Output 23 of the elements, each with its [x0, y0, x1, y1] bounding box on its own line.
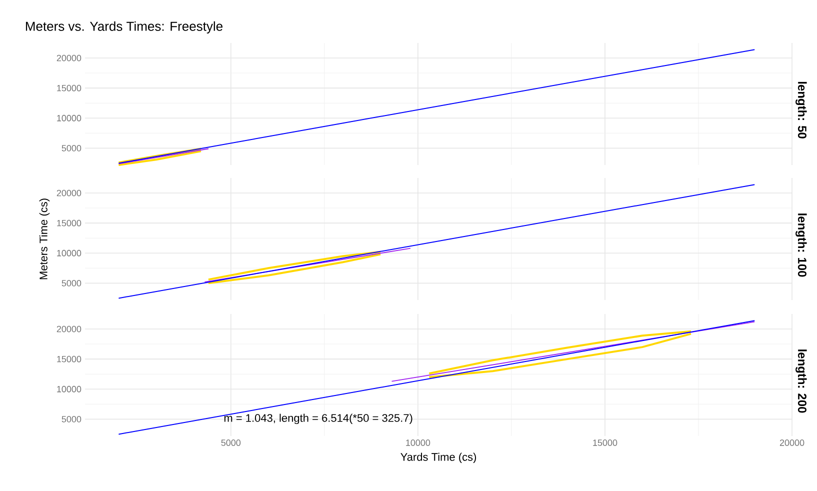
x-tick-label: 15000 — [593, 440, 618, 446]
text: length: 100 — [796, 214, 807, 277]
y-tick-label: 10000 — [57, 114, 82, 122]
text: length: 200 — [796, 350, 807, 413]
text: length: 50 — [796, 82, 807, 138]
x-tick-label: 10000 — [406, 440, 430, 446]
y-tick-label: 15000 — [57, 356, 82, 362]
y-tick-label: 20000 — [56, 326, 82, 332]
y-tick-label: 15000 — [57, 84, 82, 92]
y-tick-label: 20000 — [56, 190, 82, 196]
chart-title: Meters vs. Yards Times: Freestyle — [26, 21, 222, 34]
annotation: m = 1.043, length = 6.514(*50 = 325.7) — [224, 414, 412, 424]
x-axis-title: Yards Time (cs) — [400, 452, 476, 464]
x-tick-label: 20000 — [780, 440, 804, 446]
y-tick-label: 5000 — [62, 280, 82, 286]
y-tick-label: 10000 — [57, 250, 82, 256]
y-tick-label: 10000 — [57, 386, 82, 392]
x-tick-label: 5000 — [221, 440, 241, 446]
y-tick-label: 15000 — [57, 220, 82, 226]
y-tick-label: 20000 — [56, 54, 82, 62]
y-axis-title: Meters Time (cs) — [39, 198, 50, 280]
y-tick-label: 5000 — [62, 416, 82, 422]
y-tick-label: 5000 — [62, 144, 82, 152]
